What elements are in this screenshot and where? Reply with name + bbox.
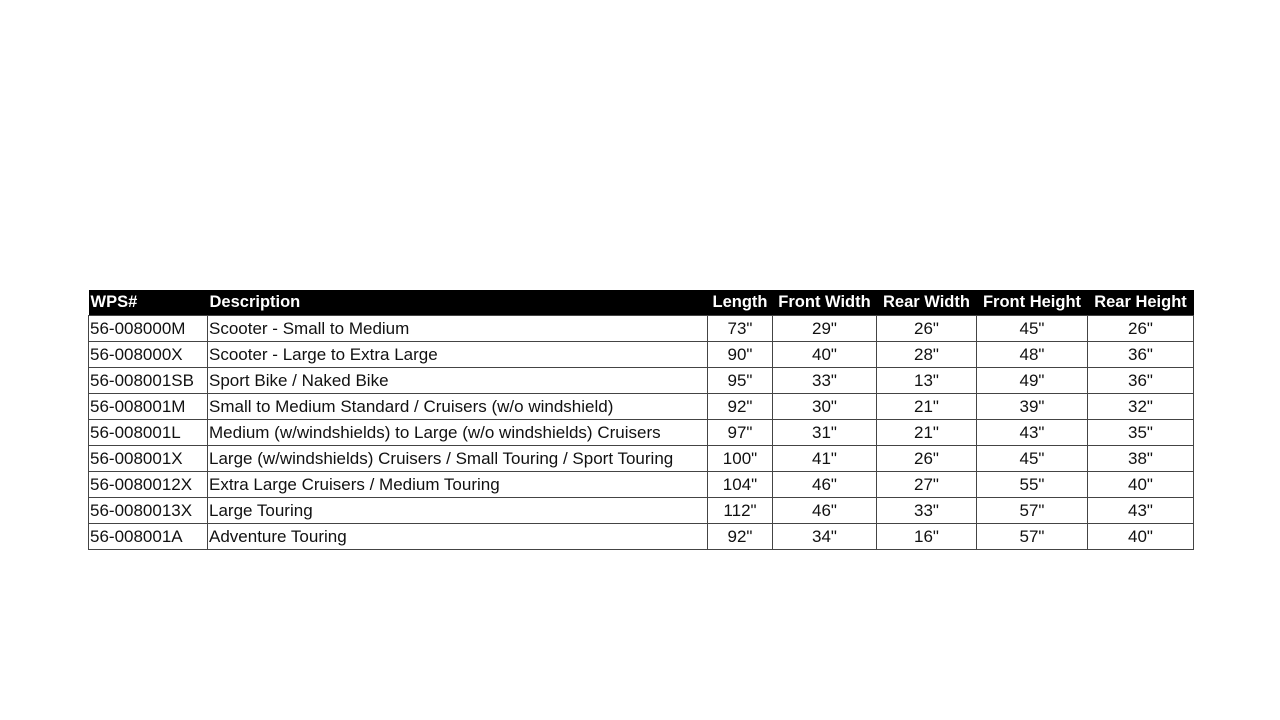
table-header: WPS# Description Length Front Width Rear Wid…	[88, 290, 1194, 316]
cell-wps-number: 56-008001M	[88, 393, 208, 420]
cell-wps-number: 56-008000X	[88, 341, 208, 368]
cell-rear-height: 38"	[1087, 445, 1194, 472]
column-header-rear-height: Rear Height	[1087, 290, 1194, 316]
table-row: 56-0080012X Extra Large Cruisers / Medium…	[88, 471, 1194, 498]
cell-rear-width: 26"	[876, 445, 977, 472]
cell-wps-number: 56-008001A	[88, 523, 208, 550]
cell-front-width: 40"	[772, 341, 877, 368]
table-row: 56-008001SB Sport Bike / Naked Bike 95" 33"…	[88, 367, 1194, 394]
cell-length: 92"	[707, 523, 773, 550]
cell-front-height: 45"	[976, 445, 1088, 472]
table-row: 56-008001X Large (w/windshields) Cruisers…	[88, 445, 1194, 472]
cell-front-height: 57"	[976, 523, 1088, 550]
cell-front-width: 31"	[772, 419, 877, 446]
cell-description: Extra Large Cruisers / Medium Touring	[207, 471, 708, 498]
cell-front-width: 30"	[772, 393, 877, 420]
column-header-length: Length	[707, 290, 773, 316]
cell-length: 90"	[707, 341, 773, 368]
cell-front-height: 49"	[976, 367, 1088, 394]
column-header-description: Description	[207, 290, 708, 316]
cell-length: 112"	[707, 497, 773, 524]
cell-description: Adventure Touring	[207, 523, 708, 550]
header-row: WPS# Description Length Front Width Rear Wid…	[88, 290, 1194, 316]
cell-rear-width: 21"	[876, 393, 977, 420]
cell-front-height: 57"	[976, 497, 1088, 524]
cell-rear-height: 26"	[1087, 315, 1194, 342]
cell-length: 95"	[707, 367, 773, 394]
table-row: 56-008000M Scooter - Small to Medium 73" 29…	[88, 315, 1194, 342]
cell-front-height: 48"	[976, 341, 1088, 368]
cell-wps-number: 56-0080012X	[88, 471, 208, 498]
cell-front-height: 55"	[976, 471, 1088, 498]
column-header-wps-number: WPS#	[88, 290, 208, 316]
cell-rear-width: 27"	[876, 471, 977, 498]
cell-description: Scooter - Large to Extra Large	[207, 341, 708, 368]
cell-description: Large (w/windshields) Cruisers / Small T…	[207, 445, 708, 472]
cell-rear-height: 32"	[1087, 393, 1194, 420]
cell-description: Medium (w/windshields) to Large (w/o win…	[207, 419, 708, 446]
cell-rear-width: 28"	[876, 341, 977, 368]
cell-front-height: 43"	[976, 419, 1088, 446]
cell-rear-height: 36"	[1087, 341, 1194, 368]
cell-rear-width: 16"	[876, 523, 977, 550]
cell-front-width: 33"	[772, 367, 877, 394]
cell-rear-height: 40"	[1087, 471, 1194, 498]
table-row: 56-008001A Adventure Touring 92" 34" 16" 57" 4…	[88, 523, 1194, 550]
cell-front-width: 46"	[772, 471, 877, 498]
cell-front-width: 46"	[772, 497, 877, 524]
cell-description: Large Touring	[207, 497, 708, 524]
cell-length: 73"	[707, 315, 773, 342]
cell-front-width: 34"	[772, 523, 877, 550]
cell-rear-width: 26"	[876, 315, 977, 342]
table-row: 56-008000X Scooter - Large to Extra Large…	[88, 341, 1194, 368]
column-header-front-width: Front Width	[772, 290, 877, 316]
cell-description: Sport Bike / Naked Bike	[207, 367, 708, 394]
cover-size-table: WPS# Description Length Front Width Rear Wid…	[88, 290, 1194, 550]
cell-front-width: 29"	[772, 315, 877, 342]
cell-wps-number: 56-008000M	[88, 315, 208, 342]
table-row: 56-008001M Small to Medium Standard / Cru…	[88, 393, 1194, 420]
table-row: 56-0080013X Large Touring 112" 46" 33" 57" 43"	[88, 497, 1194, 524]
cell-length: 100"	[707, 445, 773, 472]
cell-front-height: 39"	[976, 393, 1088, 420]
cell-wps-number: 56-008001SB	[88, 367, 208, 394]
cell-length: 104"	[707, 471, 773, 498]
column-header-rear-width: Rear Width	[876, 290, 977, 316]
cell-rear-width: 13"	[876, 367, 977, 394]
cell-wps-number: 56-008001L	[88, 419, 208, 446]
table-row: 56-008001L Medium (w/windshields) to Larg…	[88, 419, 1194, 446]
cell-description: Small to Medium Standard / Cruisers (w/o…	[207, 393, 708, 420]
cell-rear-height: 35"	[1087, 419, 1194, 446]
cell-description: Scooter - Small to Medium	[207, 315, 708, 342]
column-header-front-height: Front Height	[976, 290, 1088, 316]
cell-rear-height: 40"	[1087, 523, 1194, 550]
cell-rear-width: 21"	[876, 419, 977, 446]
cell-rear-width: 33"	[876, 497, 977, 524]
table-body: 56-008000M Scooter - Small to Medium 73" 29…	[88, 315, 1194, 550]
cell-length: 97"	[707, 419, 773, 446]
cell-front-width: 41"	[772, 445, 877, 472]
cell-wps-number: 56-0080013X	[88, 497, 208, 524]
cell-rear-height: 36"	[1087, 367, 1194, 394]
cell-rear-height: 43"	[1087, 497, 1194, 524]
cell-wps-number: 56-008001X	[88, 445, 208, 472]
cell-front-height: 45"	[976, 315, 1088, 342]
cell-length: 92"	[707, 393, 773, 420]
